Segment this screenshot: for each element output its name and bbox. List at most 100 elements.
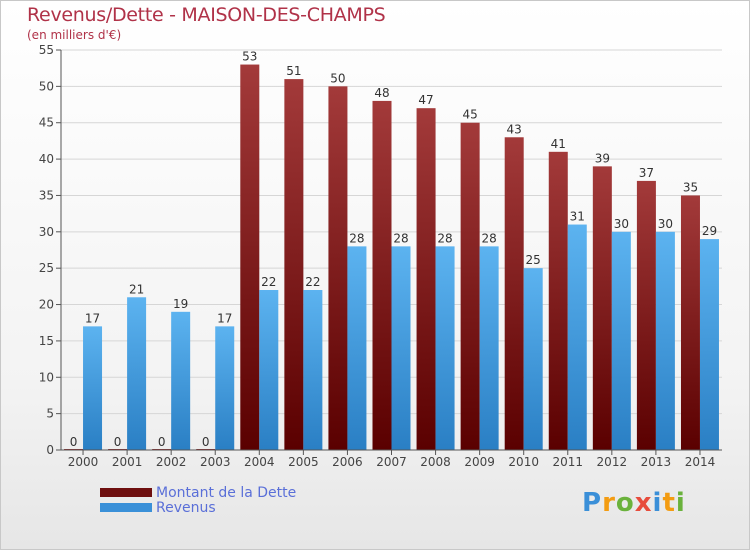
bar-debt (328, 86, 348, 450)
bar-revenus (303, 290, 323, 450)
y-tick-label: 45 (39, 116, 54, 130)
data-label: 47 (418, 93, 433, 107)
x-tick-label: 2014 (685, 455, 716, 469)
logo-letter: i (652, 488, 663, 518)
data-label: 43 (507, 122, 522, 136)
data-label: 25 (526, 253, 541, 267)
bar-revenus (259, 290, 279, 450)
x-tick-label: 2004 (244, 455, 275, 469)
data-label: 31 (570, 210, 585, 224)
bar-debt (460, 122, 480, 451)
y-tick-label: 5 (46, 407, 54, 421)
data-label: 0 (158, 435, 166, 449)
x-tick-label: 2012 (597, 455, 628, 469)
data-label: 53 (242, 50, 257, 64)
y-tick-label: 35 (39, 188, 54, 202)
logo-letter: r (602, 488, 616, 518)
bar-revenus (127, 297, 147, 450)
y-tick-label: 20 (39, 298, 54, 312)
bar-revenus (655, 231, 675, 450)
data-label: 51 (286, 64, 301, 78)
data-label: 17 (85, 311, 100, 325)
data-label: 28 (481, 231, 496, 245)
bar-debt (680, 195, 700, 450)
logo-letter: i (675, 488, 686, 518)
chart-subtitle: (en milliers d'€) (27, 28, 122, 42)
x-tick-label: 2013 (641, 455, 672, 469)
bar-revenus (523, 268, 543, 450)
bar-revenus (347, 246, 367, 450)
y-tick-label: 50 (39, 79, 54, 93)
bars: 0 17 0 21 0 19 0 17 53 22 51 22 50 28 48 28 47 28 45 28 43 25… (64, 50, 719, 451)
y-tick-label: 10 (39, 370, 54, 384)
x-tick-label: 2009 (464, 455, 495, 469)
bar-debt (416, 108, 436, 450)
x-tick-label: 2001 (112, 455, 143, 469)
bar-revenus (171, 311, 191, 450)
y-tick-label: 25 (39, 261, 54, 275)
data-label: 21 (129, 282, 144, 296)
logo-letter: P (582, 488, 603, 518)
bar-debt (592, 166, 612, 450)
legend-label-debt: Montant de la Dette (156, 485, 297, 501)
y-tick-label: 0 (46, 443, 54, 457)
x-tick-label: 2010 (508, 455, 539, 469)
data-label: 19 (173, 297, 188, 311)
data-label: 28 (437, 231, 452, 245)
bar-revenus (567, 224, 587, 450)
data-label: 41 (551, 137, 566, 151)
x-tick-label: 2007 (376, 455, 407, 469)
bar-debt (284, 79, 304, 450)
bar-revenus (391, 246, 411, 450)
proxiti-logo: Proxiti (582, 488, 686, 518)
data-label: 48 (374, 86, 389, 100)
data-label: 30 (658, 217, 673, 231)
data-label: 22 (305, 275, 320, 289)
data-label: 17 (217, 311, 232, 325)
x-tick-label: 2003 (200, 455, 231, 469)
legend-label-revenus: Revenus (156, 500, 216, 516)
data-label: 29 (702, 224, 717, 238)
x-tick-label: 2011 (552, 455, 583, 469)
y-tick-label: 55 (39, 43, 54, 57)
bar-revenus (611, 231, 631, 450)
x-tick-label: 2002 (156, 455, 187, 469)
data-label: 22 (261, 275, 276, 289)
x-tick-label: 2008 (420, 455, 451, 469)
legend-swatch-revenus (100, 503, 152, 512)
bar-debt (636, 180, 656, 450)
bar-revenus (215, 326, 235, 450)
x-tick-label: 2005 (288, 455, 319, 469)
bar-revenus (83, 326, 103, 450)
y-tick-label: 30 (39, 225, 54, 239)
logo-letter: t (662, 488, 676, 518)
legend-swatch-debt (100, 488, 152, 497)
data-label: 39 (595, 151, 610, 165)
bar-debt (372, 100, 392, 450)
data-label: 35 (683, 180, 698, 194)
x-tick-label: 2006 (332, 455, 363, 469)
data-label: 45 (462, 108, 477, 122)
bar-revenus (479, 246, 499, 450)
bar-revenus (435, 246, 455, 450)
chart-title: Revenus/Dette - MAISON-DES-CHAMPS (27, 4, 386, 26)
x-tick-label: 2000 (68, 455, 99, 469)
data-label: 28 (349, 231, 364, 245)
data-label: 0 (114, 435, 122, 449)
bar-debt (240, 64, 260, 450)
data-label: 50 (330, 71, 345, 85)
logo-letter: o (615, 488, 635, 518)
y-tick-label: 40 (39, 152, 54, 166)
data-label: 30 (614, 217, 629, 231)
data-label: 0 (70, 435, 78, 449)
data-label: 37 (639, 166, 654, 180)
data-label: 0 (202, 435, 210, 449)
logo-letter: x (634, 488, 653, 518)
bar-debt (548, 151, 568, 450)
bar-debt (504, 137, 524, 451)
bar-revenus (699, 239, 719, 450)
data-label: 28 (393, 231, 408, 245)
y-tick-label: 15 (39, 334, 54, 348)
